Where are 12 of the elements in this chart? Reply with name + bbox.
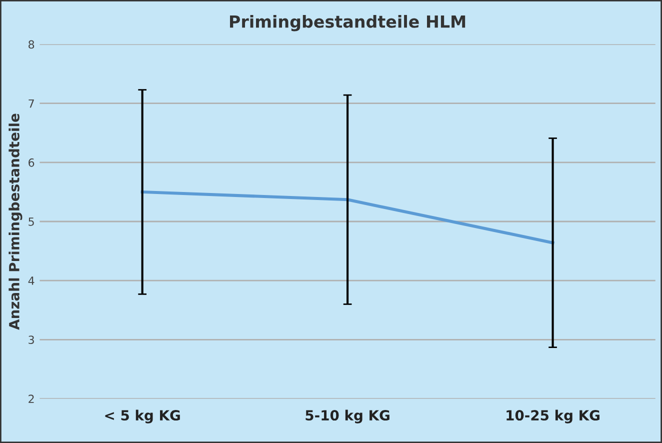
y-tick-label: 7 bbox=[28, 99, 34, 108]
y-tick-label: 3 bbox=[28, 336, 34, 344]
y-tick-label: 5 bbox=[28, 218, 34, 226]
y-axis-title: Anzahl Primingbestandteile bbox=[8, 114, 22, 330]
x-tick-label: 5-10 kg KG bbox=[306, 410, 390, 424]
chart-title: Primingbestandteile HLM bbox=[230, 14, 466, 32]
y-tick-label: 2 bbox=[28, 394, 34, 403]
x-tick-label: 10-25 kg KG bbox=[506, 410, 600, 424]
y-tick-label: 6 bbox=[28, 158, 34, 167]
y-tick-label: 8 bbox=[28, 40, 34, 49]
x-tick-label: < 5 kg KG bbox=[105, 410, 180, 424]
y-tick-label: 4 bbox=[28, 276, 34, 285]
